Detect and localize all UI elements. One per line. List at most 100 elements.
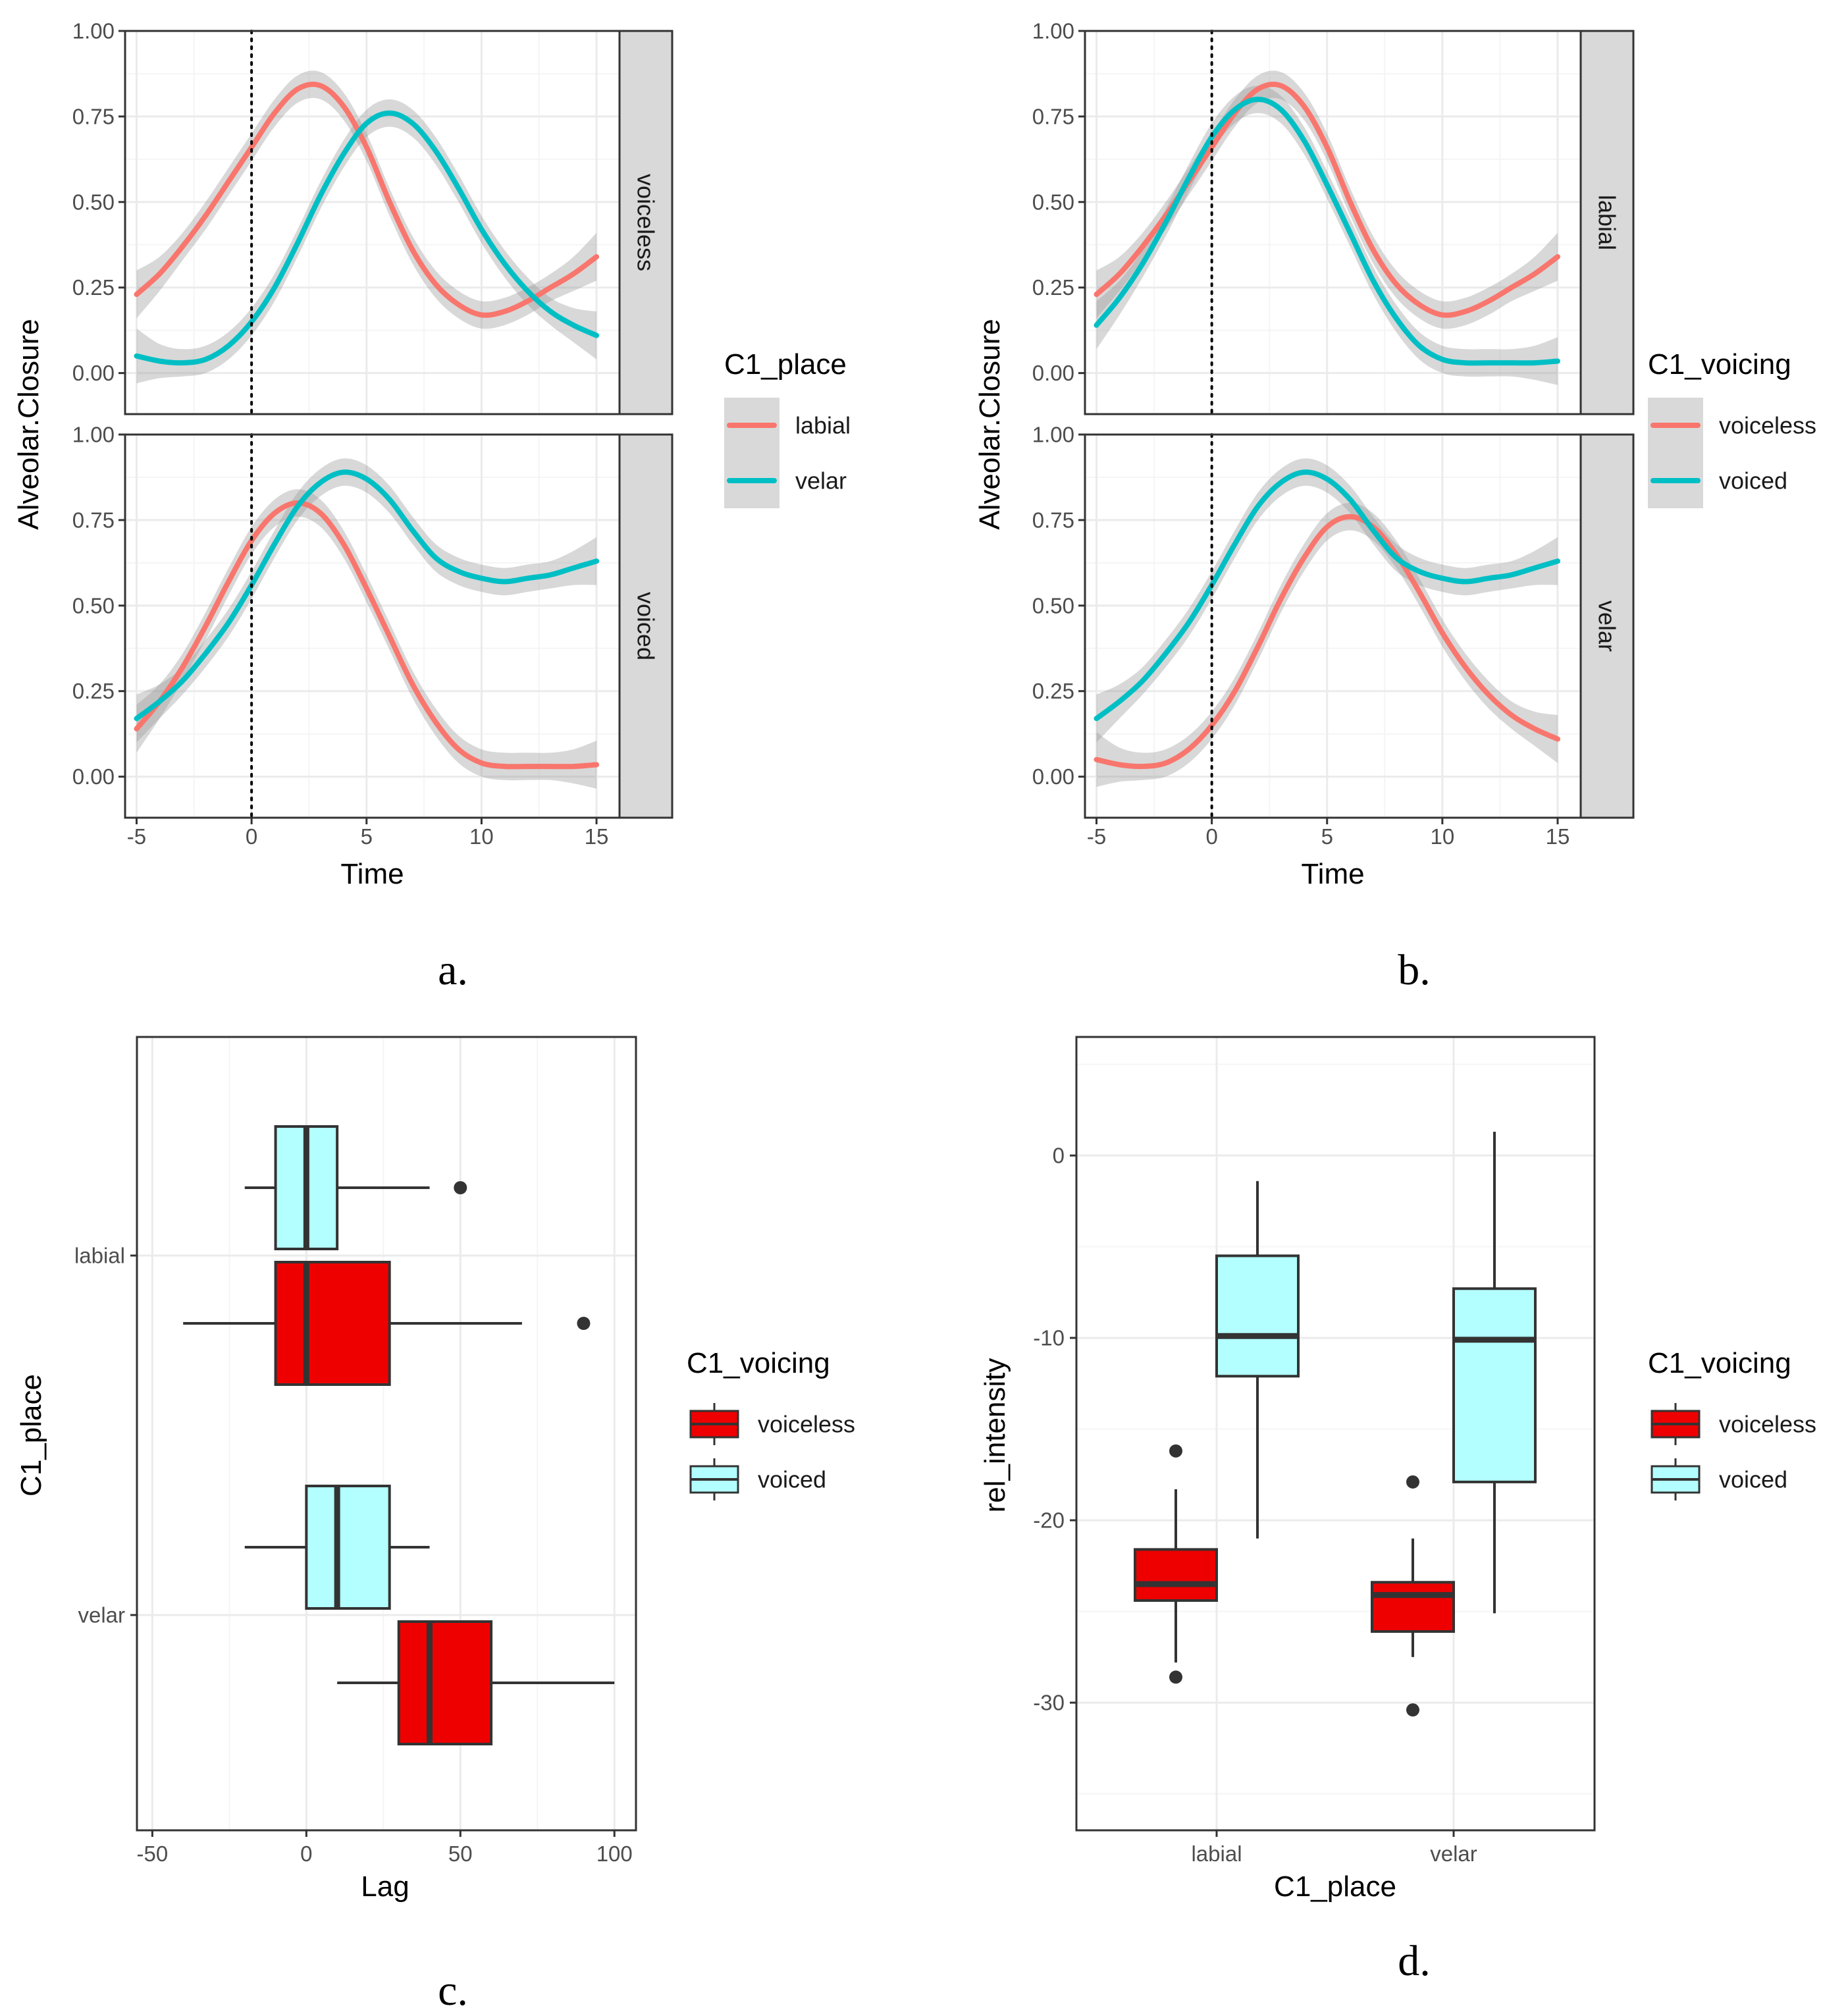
y-tick-label: 0	[1053, 1144, 1065, 1168]
panel-letter: a.	[438, 946, 468, 994]
y-tick-label: 0.50	[72, 190, 115, 214]
y-tick-label: 0.75	[1032, 104, 1074, 128]
box-iqr	[274, 1261, 391, 1386]
x-axis-title: Time	[1301, 858, 1364, 890]
y-tick-label: 0.25	[1032, 275, 1074, 300]
outlier-point	[454, 1181, 467, 1194]
facet-strip	[1579, 30, 1635, 415]
panel-letter: c.	[438, 1967, 468, 2014]
confidence-ribbon-velar	[136, 99, 597, 384]
legend: C1_voicing voiceless voiced	[1648, 1347, 1816, 1500]
y-tick-label: 1.00	[72, 19, 115, 43]
panel-border	[1075, 1036, 1596, 1832]
outlier-point	[577, 1317, 591, 1330]
series-line-velar	[134, 469, 600, 722]
box-velar-voiced	[1452, 1132, 1537, 1614]
box-iqr	[1371, 1581, 1455, 1633]
chart-c: -50 0 50 100 labial velar Lag C1_place C1_voicin…	[15, 1036, 855, 2014]
legend-label: velar	[795, 467, 847, 494]
legend-label: voiced	[1719, 1466, 1787, 1493]
y-tick-label: 0.50	[72, 593, 115, 618]
x-tick-label: -5	[127, 824, 146, 849]
outlier-point	[1169, 1670, 1182, 1684]
plot-background	[125, 31, 620, 414]
confidence-ribbon-labial	[136, 489, 597, 789]
y-tick-label: labial	[74, 1244, 125, 1268]
legend-title: C1_place	[724, 348, 847, 381]
legend-label: voiceless	[1719, 1411, 1816, 1438]
x-tick-label: 10	[469, 824, 494, 849]
box-labial-voiced	[1215, 1180, 1300, 1539]
y-tick-label: 0.50	[1032, 593, 1074, 618]
facet-b-labial: labial 0.00 0.25 0.50 0.75 1.00	[1032, 19, 1635, 415]
x-tick-label: velar	[1430, 1842, 1477, 1866]
y-tick-label: 0.75	[1032, 508, 1074, 532]
facet-a-voiced: voiced 0.00 0.25 0.50 0.75 1.00	[72, 423, 673, 819]
series-line-velar	[134, 110, 600, 366]
series-line-voiceless	[1094, 514, 1560, 770]
y-axis-title: Alveolar.Closure	[13, 319, 45, 529]
facet-strip	[618, 30, 673, 415]
y-tick-label: 1.00	[1032, 19, 1074, 43]
facet-strip	[1579, 433, 1635, 819]
box-iqr	[1215, 1254, 1300, 1378]
y-axis-title: C1_place	[15, 1374, 47, 1497]
box-velar-voiceless	[1371, 1475, 1455, 1717]
y-axis-title: rel_intensity	[979, 1358, 1011, 1513]
outlier-point	[1406, 1475, 1419, 1489]
legend-label: voiced	[1719, 467, 1787, 494]
chart-b: labial 0.00 0.25 0.50 0.75 1.00 velar 0.00 0.25 0…	[974, 19, 1816, 995]
y-tick-label: 0.00	[72, 764, 115, 789]
x-tick-label: -5	[1087, 824, 1106, 849]
confidence-ribbon-voiced	[1096, 86, 1558, 385]
x-axis-title: C1_place	[1274, 1870, 1396, 1903]
y-tick-label: 0.75	[72, 508, 115, 532]
series-line-voiced	[1094, 96, 1560, 366]
plot-background	[137, 1037, 636, 1830]
chart-d: 0 -10 -20 -30 labial velar C1_place rel_intensi…	[979, 1036, 1816, 1985]
x-tick-label: 10	[1431, 824, 1455, 849]
y-tick-label: 0.50	[1032, 190, 1074, 214]
chart-a: voiceless 0.00 0.25 0.50 0.75 1.00 voiced 0.00 0…	[13, 19, 851, 995]
box-iqr	[1134, 1548, 1218, 1602]
box-labial-voiced	[244, 1125, 467, 1250]
y-tick-label: 1.00	[1032, 423, 1074, 447]
y-tick-label: 0.25	[1032, 679, 1074, 703]
facet-strip-label: voiceless	[633, 174, 660, 271]
legend-label: voiceless	[758, 1411, 855, 1438]
facet-strip	[618, 433, 673, 819]
y-tick-label: 0.00	[1032, 361, 1074, 385]
y-tick-label: 0.25	[72, 679, 115, 703]
y-tick-label: 0.00	[72, 361, 115, 385]
box-velar-voiceless	[337, 1620, 615, 1745]
x-tick-label: labial	[1191, 1842, 1242, 1866]
x-tick-label: 5	[1321, 824, 1333, 849]
y-tick-label: 0.75	[72, 104, 115, 128]
series-line-labial	[134, 500, 600, 770]
y-tick-label: 0.25	[72, 275, 115, 300]
facet-strip-label: voiced	[633, 592, 660, 660]
outlier-point	[1169, 1444, 1182, 1458]
y-tick-label: velar	[78, 1603, 125, 1628]
legend-title: C1_voicing	[687, 1347, 830, 1379]
x-tick-label: 5	[361, 824, 373, 849]
series-line-labial	[134, 82, 600, 318]
confidence-ribbon-voiceless	[1096, 502, 1558, 787]
x-tick-label: 50	[448, 1842, 473, 1866]
facet-b-velar: velar 0.00 0.25 0.50 0.75 1.00	[1032, 423, 1635, 819]
y-axis-title: Alveolar.Closure	[974, 319, 1006, 529]
x-tick-label: 0	[1205, 824, 1217, 849]
legend: C1_voicing voiceless voiced	[687, 1347, 855, 1500]
box-velar-voiced	[244, 1485, 430, 1610]
facet-strip-label: labial	[1594, 195, 1621, 250]
box-labial-voiceless	[1134, 1444, 1218, 1684]
legend-label: labial	[795, 412, 851, 439]
plot-background	[1085, 435, 1581, 818]
x-tick-label: -50	[137, 1842, 169, 1866]
panel-letter: b.	[1398, 946, 1431, 994]
series-line-voiced	[1094, 469, 1560, 722]
facet-strip-label: velar	[1594, 600, 1621, 652]
y-tick-label: -20	[1033, 1508, 1065, 1533]
